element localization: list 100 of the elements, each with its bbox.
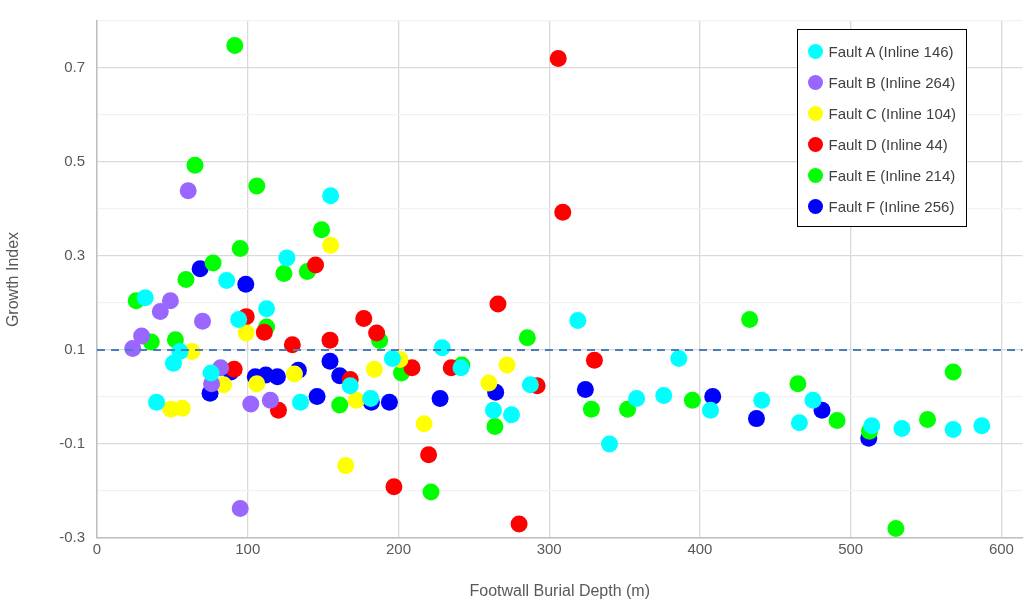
point	[136, 289, 154, 307]
point	[322, 236, 340, 254]
point	[331, 396, 349, 414]
point	[893, 419, 911, 437]
point	[148, 393, 166, 411]
point	[489, 295, 507, 313]
point	[230, 310, 248, 328]
point	[973, 417, 991, 435]
point	[582, 400, 600, 418]
point	[191, 260, 209, 278]
point	[789, 375, 807, 393]
point	[278, 249, 296, 267]
point	[863, 417, 881, 435]
point	[368, 324, 386, 342]
y-axis-title: Growth Index	[4, 231, 22, 328]
point	[255, 323, 273, 341]
point	[275, 264, 293, 282]
point	[704, 388, 722, 406]
point	[701, 401, 719, 419]
y-tick-label: 0.1	[64, 340, 85, 358]
point	[431, 389, 449, 407]
x-tick-label: 400	[687, 540, 713, 558]
point	[204, 254, 222, 272]
point	[231, 499, 249, 517]
x-tick-label: 100	[235, 540, 261, 558]
legend-label: Fault C (Inline 104)	[828, 105, 957, 122]
point	[173, 399, 191, 417]
point	[600, 435, 618, 453]
y-tick-label: -0.1	[59, 434, 85, 452]
point	[628, 389, 646, 407]
point	[177, 271, 195, 288]
point	[248, 375, 266, 393]
y-tick-label: 0.5	[64, 152, 85, 170]
point	[422, 483, 440, 501]
point	[285, 365, 303, 383]
point	[919, 411, 937, 429]
point	[498, 356, 516, 374]
point	[549, 50, 567, 68]
x-tick-label: 0	[92, 540, 102, 558]
point	[268, 368, 286, 386]
point	[380, 393, 398, 411]
point	[231, 239, 249, 257]
legend-label: Fault F (Inline 256)	[828, 198, 955, 215]
point	[307, 256, 325, 274]
legend-label: Fault D (Inline 44)	[828, 136, 948, 153]
point	[415, 415, 433, 433]
point	[804, 391, 822, 409]
point	[887, 520, 905, 538]
point	[186, 156, 204, 174]
point	[741, 310, 759, 328]
point	[237, 324, 255, 342]
point	[790, 414, 808, 432]
point	[403, 359, 421, 377]
point	[510, 515, 528, 533]
legend-label: Fault E (Inline 214)	[828, 167, 956, 184]
point	[237, 275, 255, 293]
point	[433, 339, 451, 357]
point	[585, 351, 603, 369]
point	[944, 363, 962, 381]
point	[194, 312, 212, 330]
point	[133, 327, 151, 345]
point	[503, 406, 521, 424]
point	[313, 221, 331, 239]
legend-label: Fault A (Inline 146)	[828, 43, 954, 60]
y-tick-label: 0.3	[64, 246, 85, 264]
point	[655, 387, 673, 405]
point	[420, 446, 438, 464]
point	[161, 292, 179, 310]
point	[258, 300, 276, 318]
point	[283, 336, 301, 354]
point	[944, 420, 962, 438]
point	[226, 36, 244, 54]
x-tick-label: 200	[385, 540, 411, 558]
point	[486, 418, 504, 436]
point	[670, 349, 688, 367]
point	[261, 391, 279, 409]
legend-label: Fault B (Inline 264)	[828, 74, 956, 91]
point	[521, 376, 539, 394]
x-tick-label: 300	[536, 540, 562, 558]
point	[218, 271, 236, 289]
point	[683, 391, 701, 409]
point	[518, 329, 536, 347]
point	[322, 187, 340, 205]
point	[151, 302, 169, 320]
point	[747, 410, 765, 428]
point	[291, 393, 309, 411]
point	[576, 380, 594, 398]
point	[480, 374, 498, 392]
point	[828, 412, 846, 429]
point	[365, 360, 383, 378]
point	[179, 182, 197, 200]
point	[347, 391, 365, 409]
point	[308, 388, 326, 406]
point	[383, 349, 401, 367]
point	[362, 389, 380, 407]
y-tick-label: -0.3	[59, 528, 85, 546]
x-tick-label: 500	[838, 540, 864, 558]
point	[753, 391, 771, 409]
point	[619, 400, 637, 418]
point	[385, 478, 403, 496]
